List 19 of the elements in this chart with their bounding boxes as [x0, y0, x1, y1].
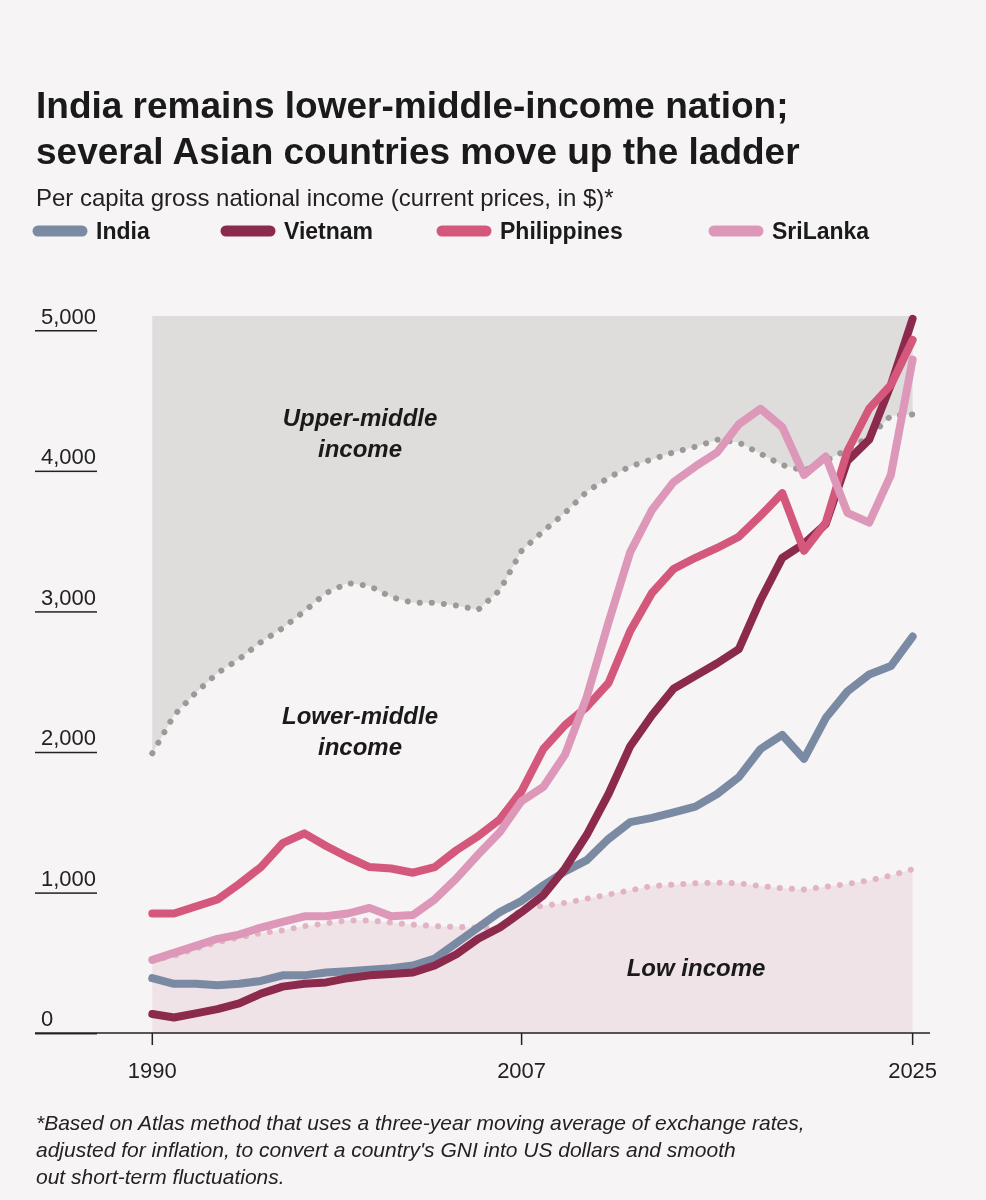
chart-title: India remains lower-middle-income nation; several Asian countries move up the ladder — [36, 85, 800, 172]
x-tick-label: 2007 — [497, 1058, 547, 1083]
y-tick-label: 3,000 — [41, 584, 97, 610]
y-tick-label: 0 — [41, 1006, 54, 1032]
x-tick-label: 2025 — [888, 1058, 938, 1083]
annotation: Upper-middle income — [282, 404, 438, 462]
annotation: Lower-middle income — [281, 702, 439, 760]
y-tick-label: 2,000 — [41, 725, 97, 751]
chart-subtitle: Per capita gross national income (current prices, in $)* — [36, 184, 614, 211]
y-tick-label: 5,000 — [41, 303, 97, 329]
text: *Based on Atlas method that uses a three-year moving average of exchange rates, adjusted for inflation, to convert a country's GNI into US dollars and smooth out short-term fluctuations. — [36, 1111, 805, 1188]
y-tick-label: 4,000 — [41, 444, 97, 470]
legend-label: India — [96, 218, 150, 244]
y-tick-label: 1,000 — [41, 865, 97, 891]
x-tick-label: 1990 — [127, 1058, 177, 1083]
annotation: Low income — [626, 954, 766, 981]
legend-label: Philippines — [500, 218, 623, 244]
legend-label: SriLanka — [772, 218, 870, 244]
legend-label: Vietnam — [284, 218, 374, 244]
